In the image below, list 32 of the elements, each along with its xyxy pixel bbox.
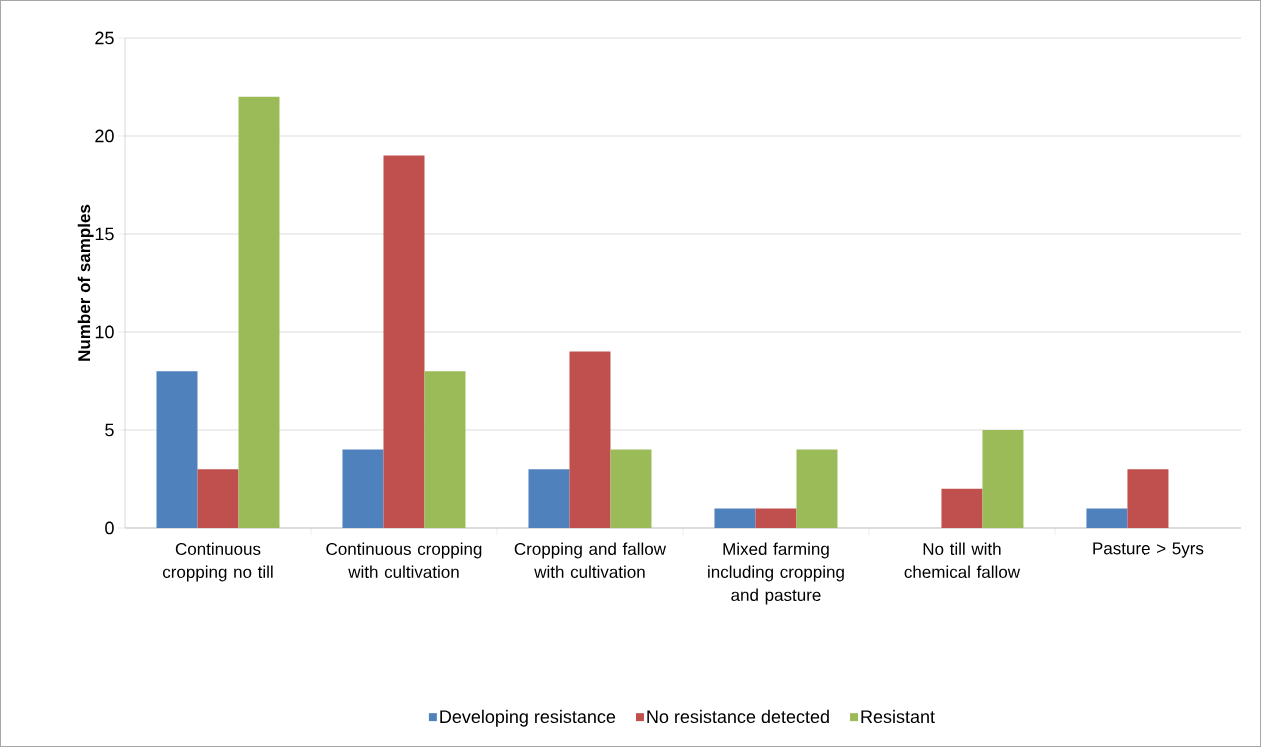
bar bbox=[610, 449, 652, 528]
x-tick-label: Continuous cropping no till bbox=[162, 542, 273, 582]
bar bbox=[714, 508, 756, 528]
bar bbox=[528, 469, 570, 528]
bar bbox=[796, 449, 838, 528]
y-tick-label: 0 bbox=[105, 521, 114, 535]
bar bbox=[238, 96, 280, 528]
bar bbox=[1086, 508, 1128, 528]
x-tick-label: No till with chemical fallow bbox=[904, 542, 1021, 579]
bar bbox=[569, 351, 611, 528]
bar bbox=[383, 155, 425, 528]
bar bbox=[1127, 469, 1169, 528]
bar bbox=[941, 488, 983, 528]
x-tick-label: Pasture > 5yrs bbox=[1093, 542, 1204, 558]
legend-label: Resistant bbox=[861, 709, 935, 724]
x-tick-label: Cropping and fallow with cultivation bbox=[514, 542, 667, 579]
bar bbox=[156, 371, 198, 528]
bar bbox=[755, 508, 797, 528]
y-tick-label: 5 bbox=[105, 423, 114, 437]
bar bbox=[982, 430, 1024, 528]
legend-label: No resistance detected bbox=[647, 709, 829, 724]
y-axis-title: Number of samples bbox=[77, 204, 94, 361]
bar bbox=[342, 449, 384, 528]
y-tick-label: 25 bbox=[95, 31, 114, 45]
y-tick-label: 20 bbox=[95, 129, 114, 143]
x-tick-label: Continuous cropping with cultivation bbox=[326, 542, 482, 579]
y-tick-label: 10 bbox=[95, 325, 114, 339]
x-tick-label: Mixed farming including cropping and pasture bbox=[708, 542, 844, 605]
y-tick-label: 15 bbox=[95, 227, 114, 241]
legend-label: Developing resistance bbox=[440, 709, 616, 727]
bar bbox=[197, 469, 239, 528]
bar bbox=[424, 371, 466, 528]
